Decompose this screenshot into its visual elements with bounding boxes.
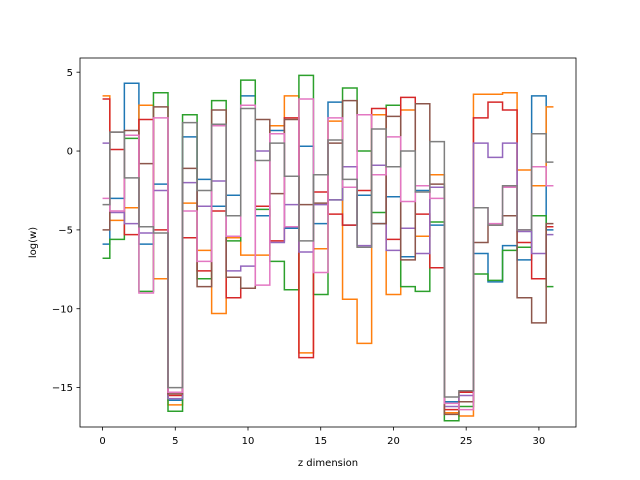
y-tick-label: −10 bbox=[52, 304, 73, 315]
x-axis-label: z dimension bbox=[298, 458, 358, 469]
series-line-7 bbox=[102, 107, 554, 398]
y-axis-ticks: −15 −10 −5 0 5 bbox=[52, 68, 80, 394]
y-tick-label: 0 bbox=[67, 147, 73, 158]
x-tick-label: 25 bbox=[460, 436, 473, 447]
x-tick-label: 30 bbox=[533, 436, 546, 447]
x-tick-label: 20 bbox=[387, 436, 400, 447]
x-axis-ticks: 0 5 10 15 20 25 30 bbox=[99, 427, 545, 447]
y-tick-label: −15 bbox=[52, 383, 73, 394]
y-axis-label: log(w) bbox=[28, 227, 39, 258]
x-tick-label: 10 bbox=[242, 436, 255, 447]
y-tick-label: 5 bbox=[67, 68, 73, 79]
series-layer bbox=[102, 74, 554, 422]
x-tick-label: 15 bbox=[314, 436, 327, 447]
x-tick-label: 5 bbox=[172, 436, 178, 447]
plot-frame bbox=[79, 57, 577, 428]
y-tick-label: −5 bbox=[58, 225, 73, 236]
x-tick-label: 0 bbox=[99, 436, 105, 447]
